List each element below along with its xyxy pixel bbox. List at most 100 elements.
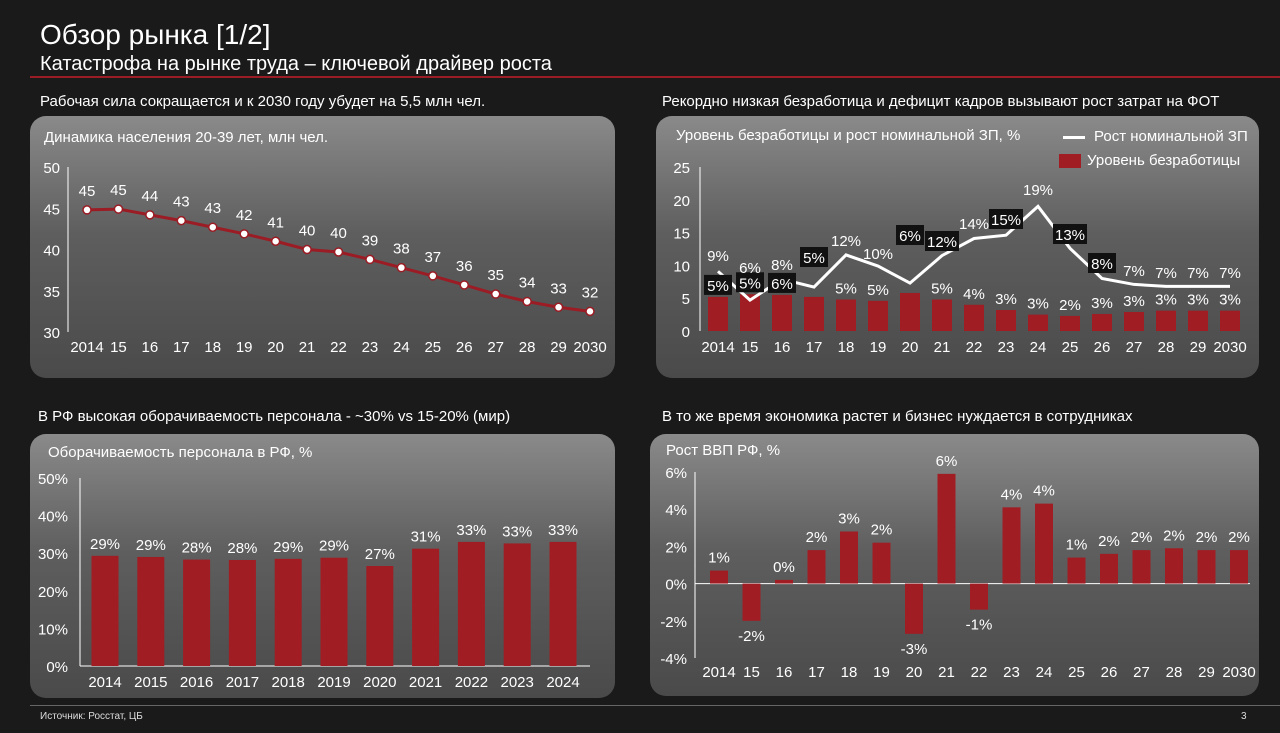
turnover-bar <box>503 543 531 666</box>
gdp-bar <box>1002 507 1021 584</box>
wage-data-label: 7% <box>1187 265 1209 282</box>
gdp-data-label: 2% <box>1131 529 1153 546</box>
legend-unemployment-swatch <box>1059 154 1081 168</box>
gdp-bar <box>1067 557 1086 584</box>
wage-data-label: 12% <box>831 233 861 250</box>
x-tick-label: 2018 <box>272 674 305 691</box>
wage-series-line <box>716 204 1230 303</box>
y-tick-label: 15 <box>673 226 690 243</box>
gdp-bar <box>1197 550 1216 584</box>
population-data-label: 45 <box>110 182 127 199</box>
unemployment-data-label: 3% <box>1027 296 1049 313</box>
y-tick-label: 0% <box>46 659 68 676</box>
population-data-label: 38 <box>393 241 410 258</box>
y-tick-label: 45 <box>43 201 60 218</box>
y-tick-label: 5 <box>682 291 690 308</box>
unemployment-bar <box>1092 313 1112 331</box>
turnover-data-label: 33% <box>456 522 486 539</box>
population-point <box>208 222 218 232</box>
population-data-label: 41 <box>267 214 284 231</box>
unemployment-chart: 0 5 10 15 20 25 2014 15 16 17 18 19 20 21 22 23 24 25 26 27… <box>673 160 1246 356</box>
x-tick-label: 22 <box>330 339 347 356</box>
legend-wage-line-swatch <box>1063 136 1085 139</box>
wage-data-label: 8% <box>771 257 793 274</box>
unemployment-bar <box>1124 311 1144 331</box>
gdp-data-label: 1% <box>1066 537 1088 554</box>
x-tick-label: 2017 <box>226 674 259 691</box>
x-tick-label: 18 <box>841 664 858 681</box>
x-tick-label: 21 <box>938 664 955 681</box>
gdp-data-label: -2% <box>738 628 765 645</box>
wage-label-box <box>925 231 959 251</box>
y-tick-label: 35 <box>43 284 60 301</box>
x-tick-label: 15 <box>742 339 759 356</box>
x-tick-label: 2014 <box>701 339 734 356</box>
wage-label-box <box>896 225 924 245</box>
x-tick-label: 24 <box>393 339 410 356</box>
wage-data-label: 5% <box>803 250 825 267</box>
turnover-bar <box>228 559 256 666</box>
population-point <box>113 204 124 214</box>
x-tick-label: 2023 <box>501 674 534 691</box>
gdp-bar <box>937 473 956 584</box>
unemployment-bar <box>804 296 824 331</box>
gdp-data-label: 2% <box>1098 533 1120 550</box>
unemployment-data-label: 3% <box>995 291 1017 308</box>
unemployment-bar <box>708 296 728 331</box>
wage-label-box <box>1053 224 1087 244</box>
x-tick-label: 29 <box>1190 339 1207 356</box>
unemployment-bar <box>868 300 888 331</box>
gdp-data-label: 2% <box>1228 529 1250 546</box>
population-chart: 30 35 40 45 50 2014 15 16 17 18 19 20 21 22 23 24 25 26 27… <box>43 160 606 356</box>
unemployment-label-box <box>704 274 732 295</box>
population-data-label: 37 <box>424 249 441 266</box>
y-tick-label: 20 <box>673 193 690 210</box>
x-tick-label: 2014 <box>70 339 103 356</box>
x-tick-label: 22 <box>971 664 988 681</box>
unemployment-data-label: 3% <box>1155 292 1177 309</box>
x-tick-label: 26 <box>456 339 473 356</box>
wage-data-label: 19% <box>1023 182 1053 199</box>
y-tick-label: 50 <box>43 160 60 177</box>
wage-data-label: 8% <box>1091 256 1113 273</box>
turnover-chart: 0% 10% 20% 30% 40% 50% 2014 2015 2016 2017 2018 201… <box>38 471 590 691</box>
unemployment-data-label: 5% <box>739 275 761 292</box>
gdp-bar <box>710 570 728 584</box>
legend-unemployment-label: Уровень безработицы <box>1087 152 1241 169</box>
section-heading-unemployment: Рекордно низкая безработица и дефицит ка… <box>662 93 1220 110</box>
population-point <box>459 280 469 290</box>
unemployment-bar <box>900 292 920 331</box>
population-point <box>239 229 249 239</box>
unemployment-bar <box>1220 310 1240 331</box>
y-tick-label: 25 <box>673 160 690 177</box>
wage-data-label: 9% <box>707 248 729 265</box>
gdp-data-label: 1% <box>708 550 730 567</box>
x-tick-label: 20 <box>267 339 284 356</box>
x-tick-label: 23 <box>998 339 1015 356</box>
gdp-data-label: 2% <box>1163 527 1185 544</box>
turnover-bar <box>91 555 119 666</box>
wage-data-label: 6% <box>739 260 761 277</box>
gdp-bar <box>775 579 793 584</box>
population-data-label: 32 <box>582 284 599 301</box>
x-tick-label: 23 <box>362 339 379 356</box>
x-tick-label: 27 <box>1133 664 1150 681</box>
unemployment-bar <box>1060 315 1080 331</box>
turnover-data-label: 28% <box>227 540 257 557</box>
unemployment-data-label: 5% <box>867 282 889 299</box>
unemployment-data-label: 3% <box>1187 292 1209 309</box>
turnover-data-label: 31% <box>411 529 441 546</box>
unemployment-data-label: 3% <box>1219 292 1241 309</box>
x-tick-label: 2030 <box>1222 664 1255 681</box>
gdp-chart: -4% -2% 0% 2% 4% 6% 2014 15 16 17 18 19 20 21 22 23 24 25… <box>660 453 1255 681</box>
y-tick-label: 4% <box>665 502 687 519</box>
population-point <box>490 289 501 299</box>
turnover-bar <box>457 541 485 666</box>
footer-divider <box>30 705 1280 706</box>
x-tick-label: 21 <box>299 339 316 356</box>
x-tick-label: 2014 <box>88 674 121 691</box>
turnover-bar <box>137 556 165 666</box>
x-tick-label: 2030 <box>1213 339 1246 356</box>
gdp-data-label: 4% <box>1033 483 1055 500</box>
unemployment-data-label: 3% <box>1091 295 1113 312</box>
